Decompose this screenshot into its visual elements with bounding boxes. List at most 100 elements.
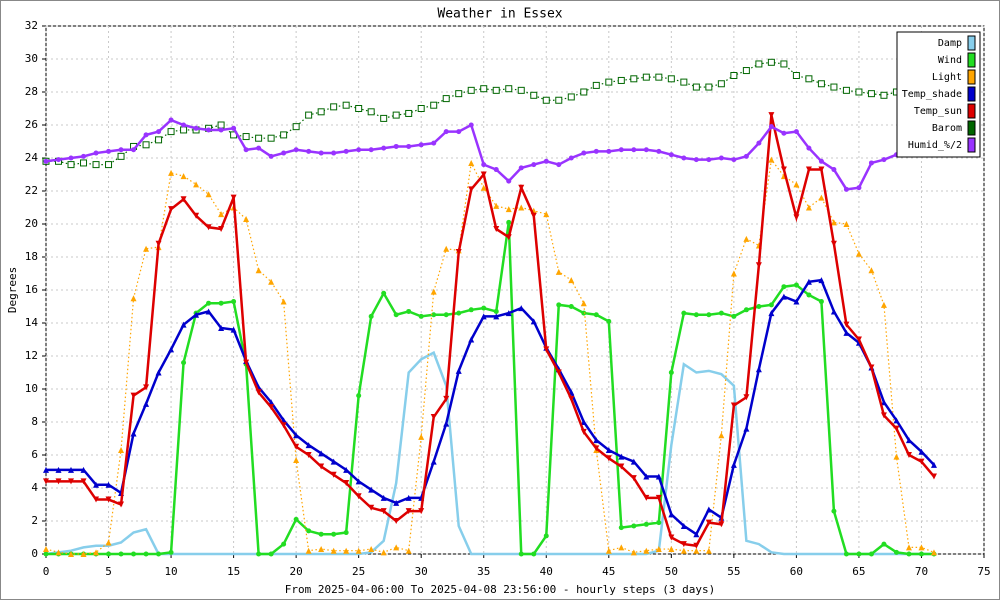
point <box>405 109 413 117</box>
point <box>93 549 100 556</box>
point <box>793 282 799 288</box>
point <box>618 525 624 531</box>
point <box>280 131 288 139</box>
x-tick-label: 65 <box>852 565 865 578</box>
point <box>718 155 724 161</box>
point <box>168 169 175 176</box>
point <box>431 140 437 146</box>
point <box>143 245 150 252</box>
point <box>393 544 400 551</box>
point <box>442 95 450 103</box>
point <box>181 360 187 366</box>
point <box>105 161 113 169</box>
point <box>143 384 150 391</box>
point <box>530 212 537 219</box>
point <box>767 58 775 66</box>
y-tick-label: 24 <box>25 151 39 164</box>
point <box>456 310 462 316</box>
point <box>205 308 212 315</box>
point <box>706 312 712 318</box>
point <box>868 267 875 274</box>
point <box>905 437 912 444</box>
point <box>668 370 674 375</box>
point <box>630 458 637 465</box>
point <box>830 219 837 226</box>
point <box>905 452 912 458</box>
point <box>868 364 875 371</box>
point <box>792 72 800 79</box>
point <box>393 518 400 524</box>
legend-swatch <box>967 69 976 85</box>
point <box>93 150 99 156</box>
point <box>56 157 62 163</box>
y-tick-label: 0 <box>31 547 38 560</box>
point <box>918 551 924 557</box>
point <box>593 148 599 154</box>
point <box>606 318 612 324</box>
point <box>317 108 325 116</box>
point <box>818 299 824 305</box>
point <box>643 521 649 527</box>
point <box>768 156 775 163</box>
point <box>381 290 387 296</box>
point <box>356 393 362 399</box>
legend-label: Temp_sun <box>914 106 962 117</box>
point <box>755 60 763 68</box>
point <box>617 76 625 84</box>
point <box>68 551 75 557</box>
point <box>218 211 225 218</box>
legend-box <box>896 31 981 158</box>
point <box>581 150 587 156</box>
point <box>643 147 649 153</box>
x-tick-label: 60 <box>790 565 803 578</box>
y-tick-label: 26 <box>25 118 38 131</box>
point <box>118 447 125 454</box>
point <box>255 134 263 142</box>
point <box>856 551 862 557</box>
point <box>306 528 312 534</box>
point <box>205 224 212 231</box>
point <box>880 412 887 419</box>
point <box>231 299 237 305</box>
point <box>667 75 675 83</box>
point <box>805 75 813 83</box>
point <box>281 541 287 547</box>
point <box>918 458 925 465</box>
point <box>818 166 825 173</box>
point <box>206 127 212 133</box>
point <box>605 78 613 86</box>
point <box>567 93 575 101</box>
point <box>818 277 825 284</box>
y-tick-label: 14 <box>25 316 39 329</box>
point <box>780 166 787 173</box>
point <box>543 158 549 164</box>
point <box>168 346 175 353</box>
point <box>631 147 637 153</box>
point <box>167 128 175 136</box>
point <box>843 321 850 328</box>
x-tick-label: 40 <box>540 565 553 578</box>
point <box>431 312 437 318</box>
point <box>793 129 799 135</box>
point <box>768 310 775 317</box>
point <box>206 300 212 306</box>
y-tick-label: 2 <box>31 514 38 527</box>
point <box>268 278 275 285</box>
x-tick-label: 30 <box>415 565 428 578</box>
x-axis-label: From 2025-04-06:00 To 2025-04-08 23:56:0… <box>285 583 715 596</box>
point <box>580 88 588 96</box>
point <box>631 523 637 529</box>
point <box>55 478 62 485</box>
legend-label: Light <box>932 72 962 83</box>
point <box>805 278 812 285</box>
point <box>593 312 599 318</box>
point <box>830 83 838 91</box>
point <box>230 326 237 333</box>
point <box>881 541 887 547</box>
point <box>367 108 375 116</box>
point <box>118 501 125 508</box>
point <box>230 194 237 201</box>
point <box>68 478 75 485</box>
point <box>105 481 112 488</box>
x-tick-label: 20 <box>290 565 303 578</box>
